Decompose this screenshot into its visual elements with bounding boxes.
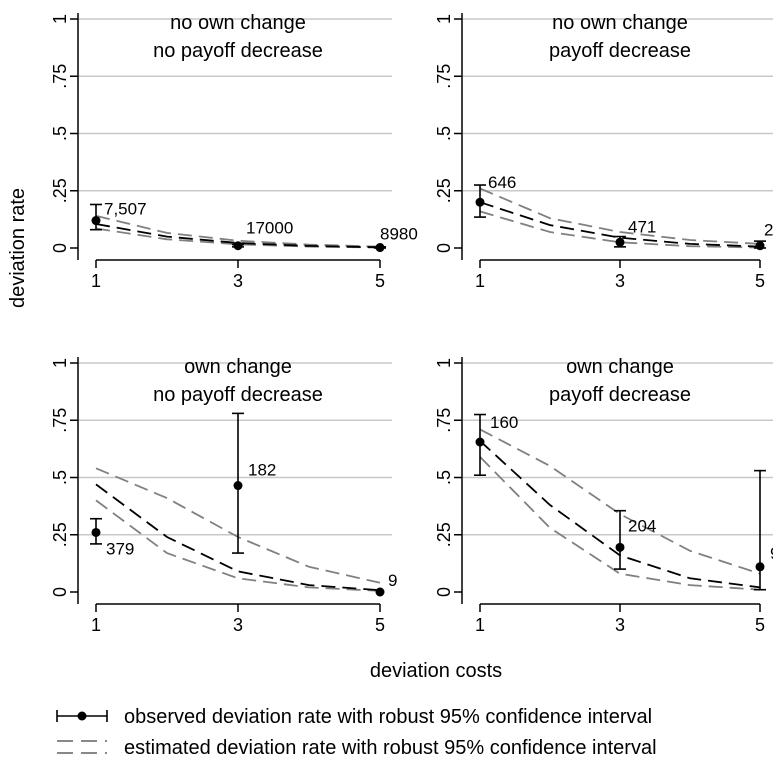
observation-count-label: 271 — [764, 221, 773, 240]
estimate-line — [479, 201, 761, 248]
panel-title-line: no payoff decrease — [153, 384, 323, 406]
y-tick-label: 0 — [434, 243, 454, 253]
errorbar-dot-icon — [56, 710, 108, 722]
observed-point — [615, 237, 625, 247]
y-tick-label: .25 — [50, 178, 70, 203]
y-tick-label: .75 — [50, 408, 70, 433]
observed-point — [475, 197, 485, 207]
y-tick-label: .75 — [434, 64, 454, 89]
y-tick-label: .25 — [434, 522, 454, 547]
estimate-upper-ci-line — [479, 428, 761, 575]
x-tick-label: 5 — [375, 615, 385, 635]
panel-2: 0 .25 .5 .75 1 1 3 5 no own change payoff decreas… — [434, 12, 773, 291]
observation-count-label: 8980 — [380, 225, 418, 244]
x-tick-label: 1 — [475, 271, 485, 291]
legend-label-observed: observed deviation rate with robust 95% … — [124, 706, 652, 728]
observed-point — [91, 527, 101, 537]
estimate-line — [95, 483, 381, 592]
panel-title-line: own change — [566, 356, 674, 378]
y-tick-label: .5 — [50, 470, 70, 485]
legend-item-estimated: estimated deviation rate with robust 95%… — [57, 737, 657, 759]
panel-1: 0 .25 .5 .75 1 1 3 5 no own change no payoff decr… — [50, 12, 418, 291]
x-tick-label: 5 — [755, 615, 765, 635]
x-tick-label: 1 — [91, 271, 101, 291]
x-tick-label: 1 — [91, 615, 101, 635]
y-tick-label: .75 — [434, 408, 454, 433]
y-tick-label: 1 — [434, 14, 454, 24]
x-tick-label: 3 — [615, 615, 625, 635]
panel-title-line: no payoff decrease — [153, 40, 323, 62]
observed-point — [233, 241, 243, 251]
legend-item-observed: observed deviation rate with robust 95% … — [56, 706, 652, 728]
y-tick-label: .25 — [434, 178, 454, 203]
observed-point — [91, 216, 101, 226]
x-tick-label: 5 — [375, 271, 385, 291]
estimate-upper-ci-line — [479, 187, 761, 245]
panel-title-line: no own change — [552, 12, 688, 34]
observation-count-label: 9 — [770, 544, 773, 563]
panel-title-line: payoff decrease — [549, 384, 691, 406]
x-tick-label: 3 — [233, 271, 243, 291]
panel-title-line: no own change — [170, 12, 306, 34]
panel-title-line: own change — [184, 356, 292, 378]
y-tick-label: 0 — [434, 587, 454, 597]
estimate-lower-ci-line — [479, 456, 761, 591]
y-tick-label: 0 — [50, 587, 70, 597]
y-axis-label: deviation rate — [7, 188, 29, 308]
estimate-line — [95, 223, 381, 249]
x-tick-label: 5 — [755, 271, 765, 291]
observed-point — [375, 243, 385, 253]
y-tick-label: 1 — [50, 14, 70, 24]
observed-point — [755, 562, 765, 572]
x-tick-label: 3 — [233, 615, 243, 635]
legend: observed deviation rate with robust 95% … — [56, 706, 657, 759]
observation-count-label: 646 — [488, 173, 516, 192]
observation-count-label: 17000 — [246, 219, 293, 238]
observation-count-label: 9 — [388, 571, 397, 590]
observed-point — [233, 481, 243, 491]
observation-count-label: 471 — [628, 217, 656, 236]
legend-label-estimated: estimated deviation rate with robust 95%… — [124, 737, 657, 759]
y-tick-label: .25 — [50, 522, 70, 547]
observed-point — [475, 437, 485, 447]
estimate-lower-ci-line — [95, 499, 381, 592]
observed-point — [375, 587, 385, 597]
observation-count-label: 7,507 — [104, 200, 147, 219]
panel-4: 0 .25 .5 .75 1 1 3 5 own change payoff decrease 16… — [434, 356, 773, 635]
estimate-upper-ci-line — [95, 215, 381, 248]
observation-count-label: 182 — [248, 461, 276, 480]
estimate-lower-ci-line — [479, 210, 761, 249]
y-tick-label: 1 — [434, 358, 454, 368]
panel-3: 0 .25 .5 .75 1 1 3 5 own change no payoff decreas… — [50, 356, 397, 635]
y-tick-label: .5 — [434, 126, 454, 141]
observation-count-label: 379 — [106, 539, 134, 558]
observed-point — [755, 241, 765, 251]
panel-title-line: payoff decrease — [549, 40, 691, 62]
observation-count-label: 204 — [628, 516, 656, 535]
observation-count-label: 160 — [490, 413, 518, 432]
dashed-lines-icon — [57, 740, 107, 754]
observed-point — [615, 542, 625, 552]
x-axis-label: deviation costs — [370, 660, 502, 682]
x-tick-label: 1 — [475, 615, 485, 635]
x-tick-label: 3 — [615, 271, 625, 291]
y-tick-label: .5 — [50, 126, 70, 141]
y-tick-label: 0 — [50, 243, 70, 253]
y-tick-label: .5 — [434, 470, 454, 485]
panels: 0 .25 .5 .75 1 1 3 5 no own change no payoff decr… — [50, 12, 773, 635]
y-tick-label: .75 — [50, 64, 70, 89]
y-tick-label: 1 — [50, 358, 70, 368]
